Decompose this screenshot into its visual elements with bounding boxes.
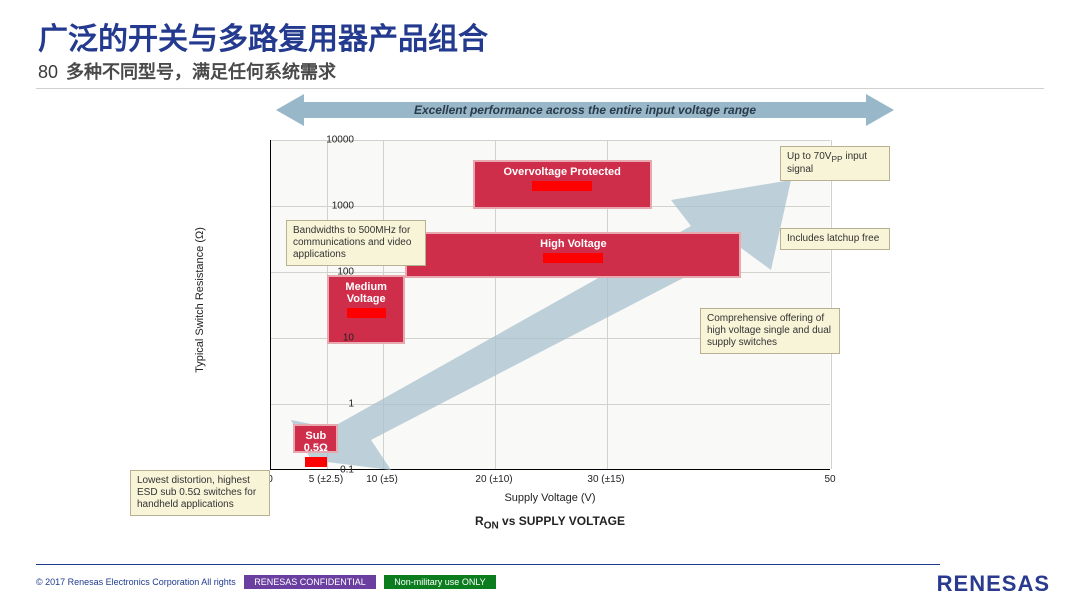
callout: Bandwidths to 500MHz for communications … bbox=[286, 220, 426, 266]
subtitle-number: 80 bbox=[38, 62, 58, 82]
x-tick-label: 50 bbox=[800, 474, 860, 485]
copyright-text: © 2017 Renesas Electronics Corporation A… bbox=[36, 577, 236, 587]
callout: Includes latchup free bbox=[780, 228, 890, 250]
x-tick-label: 30 (±15) bbox=[576, 474, 636, 485]
callout: Up to 70VPP input signal bbox=[780, 146, 890, 181]
y-tick-label: 0.1 bbox=[314, 465, 354, 476]
main-title: 广泛的开关与多路复用器产品组合 bbox=[38, 14, 488, 58]
x-tick-label: 5 (±2.5) bbox=[296, 474, 356, 485]
y-axis-label: Typical Switch Resistance (Ω) bbox=[194, 227, 206, 373]
callout: Lowest distortion, highest ESD sub 0.5Ω … bbox=[130, 470, 270, 516]
banner-text: Excellent performance across the entire … bbox=[260, 102, 910, 118]
chart-title: RON vs SUPPLY VOLTAGE bbox=[270, 514, 830, 531]
callout: Comprehensive offering of high voltage s… bbox=[700, 308, 840, 354]
y-tick-label: 100 bbox=[314, 267, 354, 278]
badge-nonmilitary: Non-military use ONLY bbox=[384, 575, 495, 589]
subtitle-text: 多种不同型号，满足任何系统需求 bbox=[66, 62, 336, 82]
renesas-logo: RENESAS bbox=[937, 571, 1050, 597]
grid-vertical bbox=[831, 140, 832, 469]
category-box: Overvoltage Protected bbox=[473, 160, 652, 209]
footer-copyright: © 2017 Renesas Electronics Corporation A… bbox=[36, 575, 496, 589]
footer-divider bbox=[36, 564, 940, 565]
x-axis-label: Supply Voltage (V) bbox=[270, 492, 830, 504]
y-tick-label: 10000 bbox=[314, 135, 354, 146]
y-tick-label: 10 bbox=[314, 333, 354, 344]
banner: Excellent performance across the entire … bbox=[260, 96, 910, 124]
x-tick-label: 10 (±5) bbox=[352, 474, 412, 485]
y-tick-label: 1000 bbox=[314, 201, 354, 212]
subtitle: 80 多种不同型号，满足任何系统需求 bbox=[38, 58, 336, 84]
banner-arrow-right bbox=[866, 94, 894, 126]
y-tick-label: 1 bbox=[314, 399, 354, 410]
x-tick-label: 20 (±10) bbox=[464, 474, 524, 485]
category-box: Sub 0.5Ω bbox=[293, 424, 338, 453]
plot-area: Sub 0.5ΩMedium VoltageHigh VoltageOvervo… bbox=[270, 140, 830, 470]
chart-container: Excellent performance across the entire … bbox=[200, 100, 920, 540]
header-divider bbox=[36, 88, 1044, 89]
category-box: High Voltage bbox=[405, 232, 741, 278]
badge-confidential: RENESAS CONFIDENTIAL bbox=[244, 575, 376, 589]
